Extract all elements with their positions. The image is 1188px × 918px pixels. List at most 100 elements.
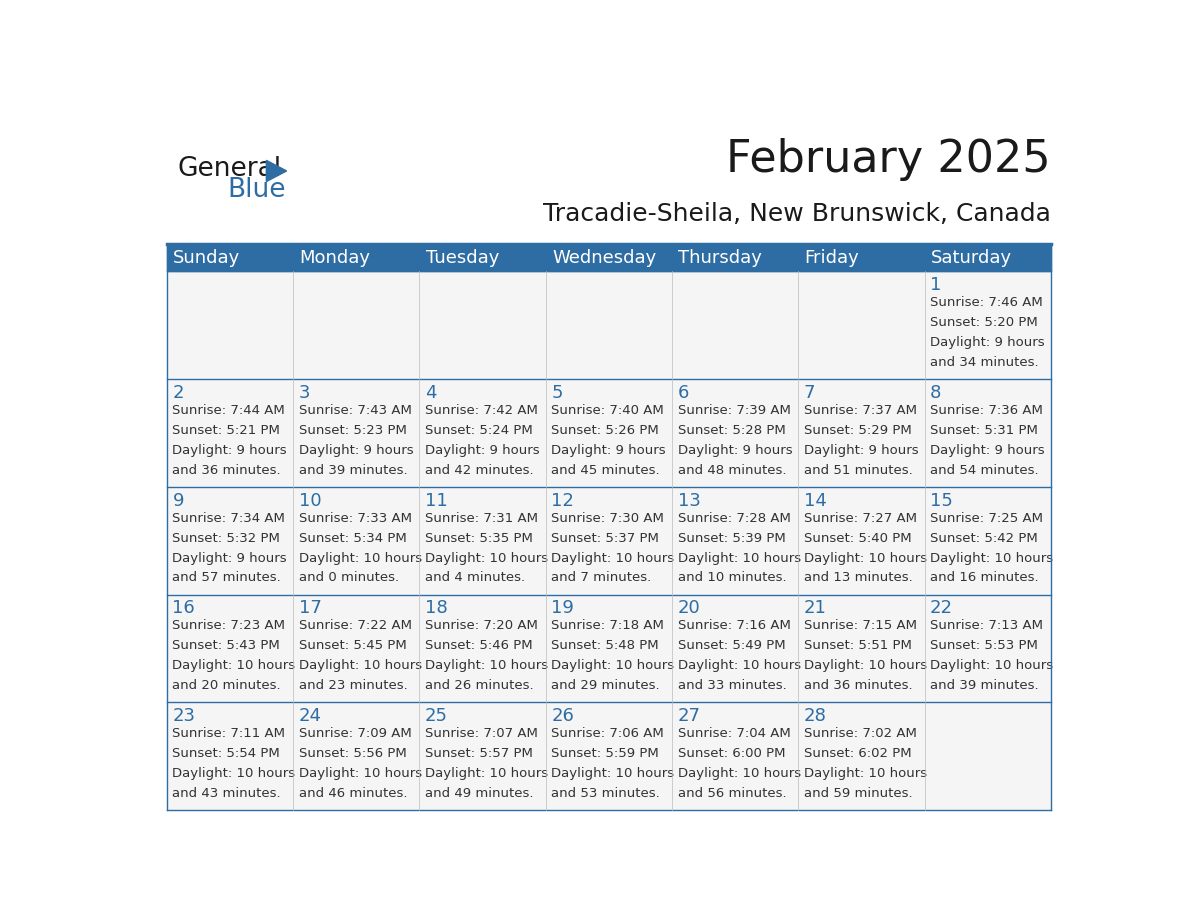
Text: Sunrise: 7:39 AM: Sunrise: 7:39 AM [677,404,790,417]
Text: Sunset: 5:40 PM: Sunset: 5:40 PM [804,532,911,544]
Text: Daylight: 10 hours: Daylight: 10 hours [677,767,801,780]
Text: 16: 16 [172,599,195,618]
Text: Tracadie-Sheila, New Brunswick, Canada: Tracadie-Sheila, New Brunswick, Canada [543,202,1051,226]
Text: and 43 minutes.: and 43 minutes. [172,787,282,800]
Text: Sunset: 5:56 PM: Sunset: 5:56 PM [298,747,406,760]
Text: Daylight: 10 hours: Daylight: 10 hours [425,552,548,565]
Text: 17: 17 [298,599,322,618]
Text: Sunrise: 7:36 AM: Sunrise: 7:36 AM [930,404,1043,417]
Text: Sunrise: 7:46 AM: Sunrise: 7:46 AM [930,297,1043,309]
Text: Sunrise: 7:44 AM: Sunrise: 7:44 AM [172,404,285,417]
Text: 11: 11 [425,492,448,509]
Text: Sunrise: 7:34 AM: Sunrise: 7:34 AM [172,511,285,525]
Text: 8: 8 [930,384,941,402]
Text: Blue: Blue [228,177,286,203]
Text: Sunset: 5:21 PM: Sunset: 5:21 PM [172,424,280,437]
Bar [166,487,1051,595]
Text: Daylight: 10 hours: Daylight: 10 hours [298,552,422,565]
Text: and 49 minutes.: and 49 minutes. [425,787,533,800]
Text: Sunset: 5:45 PM: Sunset: 5:45 PM [298,639,406,653]
Text: Sunset: 5:46 PM: Sunset: 5:46 PM [425,639,532,653]
Bar [166,272,1051,379]
Text: and 23 minutes.: and 23 minutes. [298,679,407,692]
Text: Sunrise: 7:20 AM: Sunrise: 7:20 AM [425,620,538,633]
Text: Sunrise: 7:27 AM: Sunrise: 7:27 AM [804,511,917,525]
Text: and 16 minutes.: and 16 minutes. [930,571,1038,585]
Text: Sunset: 5:29 PM: Sunset: 5:29 PM [804,424,911,437]
Text: and 51 minutes.: and 51 minutes. [804,464,912,476]
Text: Daylight: 9 hours: Daylight: 9 hours [298,443,413,457]
Text: Sunset: 5:34 PM: Sunset: 5:34 PM [298,532,406,544]
Text: and 0 minutes.: and 0 minutes. [298,571,399,585]
Text: 19: 19 [551,599,574,618]
Text: Sunset: 5:35 PM: Sunset: 5:35 PM [425,532,533,544]
Text: Sunset: 5:53 PM: Sunset: 5:53 PM [930,639,1038,653]
Text: and 53 minutes.: and 53 minutes. [551,787,661,800]
Text: Friday: Friday [804,249,859,267]
Text: 1: 1 [930,276,941,295]
Text: and 45 minutes.: and 45 minutes. [551,464,659,476]
Text: Sunrise: 7:31 AM: Sunrise: 7:31 AM [425,511,538,525]
Text: 7: 7 [804,384,815,402]
Text: and 36 minutes.: and 36 minutes. [804,679,912,692]
Text: 2: 2 [172,384,184,402]
Text: 9: 9 [172,492,184,509]
Text: 6: 6 [677,384,689,402]
Text: and 36 minutes.: and 36 minutes. [172,464,282,476]
Text: 25: 25 [425,707,448,725]
Text: Sunset: 5:59 PM: Sunset: 5:59 PM [551,747,659,760]
Text: Sunrise: 7:42 AM: Sunrise: 7:42 AM [425,404,538,417]
Text: Sunrise: 7:07 AM: Sunrise: 7:07 AM [425,727,538,740]
Text: February 2025: February 2025 [726,139,1051,182]
Text: Daylight: 10 hours: Daylight: 10 hours [930,552,1054,565]
Text: Sunrise: 7:30 AM: Sunrise: 7:30 AM [551,511,664,525]
Text: and 46 minutes.: and 46 minutes. [298,787,407,800]
Text: 28: 28 [804,707,827,725]
Text: Sunrise: 7:11 AM: Sunrise: 7:11 AM [172,727,285,740]
Text: 21: 21 [804,599,827,618]
Text: 23: 23 [172,707,196,725]
Text: Sunrise: 7:18 AM: Sunrise: 7:18 AM [551,620,664,633]
Text: 22: 22 [930,599,953,618]
Text: Daylight: 10 hours: Daylight: 10 hours [804,552,927,565]
Text: Daylight: 10 hours: Daylight: 10 hours [425,767,548,780]
Text: Sunrise: 7:04 AM: Sunrise: 7:04 AM [677,727,790,740]
Text: Daylight: 10 hours: Daylight: 10 hours [172,767,296,780]
Text: Sunrise: 7:40 AM: Sunrise: 7:40 AM [551,404,664,417]
Text: Sunset: 5:37 PM: Sunset: 5:37 PM [551,532,659,544]
Text: Sunrise: 7:23 AM: Sunrise: 7:23 AM [172,620,285,633]
Text: Sunrise: 7:37 AM: Sunrise: 7:37 AM [804,404,917,417]
Text: Daylight: 10 hours: Daylight: 10 hours [804,767,927,780]
Polygon shape [266,161,286,182]
Text: Sunset: 6:02 PM: Sunset: 6:02 PM [804,747,911,760]
Text: and 59 minutes.: and 59 minutes. [804,787,912,800]
Text: Sunrise: 7:33 AM: Sunrise: 7:33 AM [298,511,412,525]
Text: Sunset: 5:43 PM: Sunset: 5:43 PM [172,639,280,653]
Bar [166,379,1051,487]
Text: Daylight: 9 hours: Daylight: 9 hours [930,336,1044,349]
Text: Daylight: 10 hours: Daylight: 10 hours [551,552,675,565]
Text: and 39 minutes.: and 39 minutes. [930,679,1038,692]
Text: Sunset: 5:28 PM: Sunset: 5:28 PM [677,424,785,437]
Text: Sunrise: 7:09 AM: Sunrise: 7:09 AM [298,727,411,740]
Text: Daylight: 10 hours: Daylight: 10 hours [298,767,422,780]
Text: Saturday: Saturday [931,249,1012,267]
Text: Sunset: 5:39 PM: Sunset: 5:39 PM [677,532,785,544]
Text: Daylight: 10 hours: Daylight: 10 hours [677,552,801,565]
Text: and 57 minutes.: and 57 minutes. [172,571,282,585]
Text: and 34 minutes.: and 34 minutes. [930,356,1038,369]
Text: General: General [178,156,282,182]
Text: Sunset: 5:26 PM: Sunset: 5:26 PM [551,424,659,437]
Text: Daylight: 9 hours: Daylight: 9 hours [677,443,792,457]
Text: Daylight: 9 hours: Daylight: 9 hours [551,443,665,457]
Text: Wednesday: Wednesday [552,249,657,267]
Text: Sunrise: 7:22 AM: Sunrise: 7:22 AM [298,620,412,633]
Text: and 13 minutes.: and 13 minutes. [804,571,912,585]
Text: and 54 minutes.: and 54 minutes. [930,464,1038,476]
Bar [166,244,1051,272]
Text: Sunset: 6:00 PM: Sunset: 6:00 PM [677,747,785,760]
Text: and 20 minutes.: and 20 minutes. [172,679,282,692]
Text: Daylight: 10 hours: Daylight: 10 hours [804,659,927,672]
Text: and 4 minutes.: and 4 minutes. [425,571,525,585]
Text: Sunday: Sunday [173,249,241,267]
